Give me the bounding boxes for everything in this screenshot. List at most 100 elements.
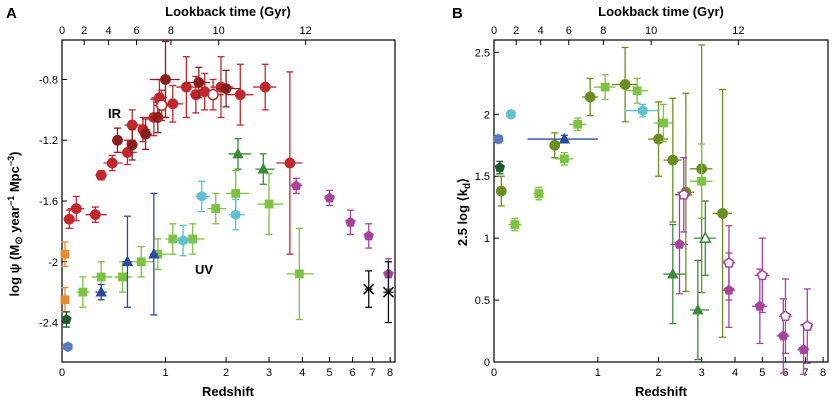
marker-square (168, 234, 178, 244)
data-point-IR (124, 109, 142, 141)
panel-a-ylabel-mid: year (7, 206, 22, 236)
marker-hexagon (63, 341, 73, 353)
data-point-green-tri (689, 259, 709, 361)
marker-circle (619, 79, 631, 90)
marker-circle (126, 139, 138, 151)
marker-circle (717, 207, 728, 219)
data-point-UV-cyan (195, 180, 211, 213)
marker-circle (234, 89, 246, 101)
data-point-light-green (554, 152, 574, 166)
panel-a-x-tick-label: 1 (162, 367, 168, 379)
data-point-light-green (508, 217, 522, 232)
marker-square (659, 118, 668, 128)
marker-circle (549, 139, 561, 151)
panel-a-x-tick-label: 3 (266, 367, 272, 379)
panel-b-y-axis-title: 2.5 log ⟨kd⟩ (455, 178, 473, 246)
data-point-UV-magenta (345, 209, 356, 236)
panel-a-axes: 0 1 2 3 4 5 6 7 8-2.4-2-1.6-1.2-0.80 2 4 6 8 10 12 (39, 25, 393, 379)
marker-circle (207, 88, 219, 101)
data-point-green-open-tri (693, 200, 716, 276)
panel-a: A Lookback time (Gyr) Redshift log ψ (M⊙… (6, 4, 396, 399)
panel-b-x-tick-label: 5 (759, 367, 765, 379)
data-point-UV-magenta (324, 189, 335, 207)
marker-circle (95, 169, 107, 181)
panel-b-x-tick-label: 8 (820, 367, 826, 379)
marker-triangle (257, 162, 269, 174)
panel-a-top-tick-label: 0 (59, 25, 65, 37)
data-point-UV-light-green (132, 245, 154, 278)
marker-hexagon (230, 209, 241, 221)
marker-triangle (121, 255, 134, 267)
data-point-IR-open (153, 89, 173, 122)
data-point-UV-blue (95, 283, 107, 301)
marker-square (600, 82, 610, 92)
data-point-cyan (506, 108, 516, 120)
data-point-IR-dark (215, 69, 241, 108)
marker-triangle (699, 231, 712, 243)
data-point-olive (663, 97, 682, 223)
panel-b-top-tick-label: 12 (732, 25, 744, 37)
marker-triangle (558, 132, 571, 144)
marker-pentagon (494, 162, 506, 173)
marker-circle (667, 154, 679, 166)
panel-b-ylabel-post: ⟩ (455, 178, 470, 183)
marker-circle (259, 81, 271, 93)
data-point-dark-green (494, 160, 506, 175)
marker-pentagon (779, 310, 792, 321)
panel-b-top-tick-label: 4 (538, 25, 544, 37)
panel-a-top-tick-label: 6 (133, 25, 139, 37)
panel-b-x-tick-label: 3 (699, 367, 705, 379)
panel-a-y-tick-label: -2.4 (39, 318, 58, 330)
marker-circle (155, 99, 168, 112)
marker-square (231, 189, 241, 198)
marker-circle (495, 185, 507, 197)
panel-a-y-tick-label: -2 (48, 257, 58, 269)
marker-circle (193, 77, 205, 88)
panel-a-marks (60, 40, 395, 353)
panel-b-x-axis-title: Redshift (635, 384, 688, 399)
data-point-IR (85, 206, 107, 223)
marker-pentagon (678, 188, 690, 200)
data-point-IR (253, 63, 277, 111)
panel-b: B Lookback time (Gyr) Redshift 2.5 log ⟨… (452, 4, 829, 399)
data-point-IR-open (201, 78, 224, 111)
marker-square (78, 287, 88, 297)
data-point-magenta-open (754, 237, 770, 314)
marker-circle (112, 134, 123, 146)
marker-circle (63, 213, 75, 225)
panel-a-top-axis-title: Lookback time (Gyr) (165, 4, 291, 19)
data-point-light-green (533, 186, 545, 201)
data-point-UV-high-z (382, 261, 395, 324)
marker-hexagon (506, 108, 516, 120)
panel-a-annotation-ir: IR (108, 106, 122, 121)
panel-a-x-tick-label: 5 (326, 367, 332, 379)
data-point-UV-cyan (228, 198, 245, 231)
marker-triangle (232, 147, 244, 159)
data-point-UV-dark-green (228, 138, 252, 170)
data-point-magenta-open (675, 157, 692, 233)
marker-square (573, 119, 583, 129)
data-point-light-green (653, 103, 673, 143)
panel-b-y-tick-label: 2.5 (475, 47, 490, 59)
data-point-local-blue (63, 341, 73, 353)
panel-a-top-tick-label: 4 (105, 25, 111, 37)
data-point-olive (549, 132, 561, 159)
data-point-IR (67, 195, 85, 222)
marker-hexagon (178, 235, 188, 246)
data-point-local-dark (61, 311, 72, 328)
panel-b-x-tick-label: 0 (491, 367, 497, 379)
data-point-green-tri (663, 223, 686, 325)
data-point-IR (103, 154, 123, 172)
marker-circle (653, 133, 664, 145)
marker-circle (126, 119, 138, 131)
marker-square (60, 249, 70, 259)
panel-b-ylabel-sub: d (462, 183, 473, 189)
panel-b-top-tick-label: 6 (566, 25, 572, 37)
data-point-UV-magenta (289, 177, 303, 195)
marker-circle (180, 81, 192, 93)
marker-triangle (692, 303, 704, 315)
data-point-UV-light-green (76, 276, 90, 308)
panel-a-annotation-uv: UV (195, 262, 213, 277)
panel-b-top-tick-label: 10 (645, 25, 657, 37)
